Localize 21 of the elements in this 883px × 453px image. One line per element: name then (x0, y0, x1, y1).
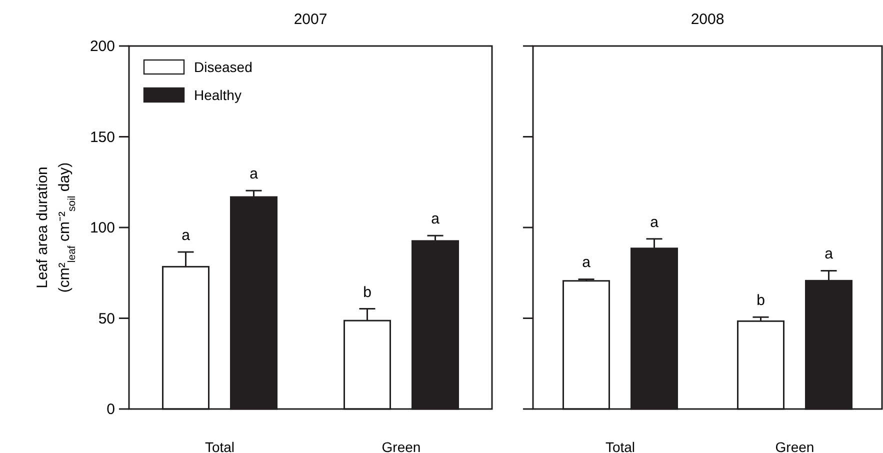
y-tick-label: 150 (90, 128, 115, 146)
legend-label: Diseased (194, 59, 252, 75)
annotation: a (182, 227, 191, 244)
x-tick-label: Total (605, 439, 636, 453)
annotation: b (756, 292, 765, 310)
x-tick-label: Green (382, 439, 421, 453)
x-tick-label: Total (204, 439, 235, 453)
y-tick-label: 0 (106, 401, 115, 418)
annotation: a (431, 210, 440, 228)
legend-label: Healthy (194, 87, 242, 103)
annotation: a (824, 246, 834, 263)
annotation: a (582, 254, 592, 272)
y-tick-label: 50 (98, 310, 115, 328)
x-tick-label: Green (775, 439, 814, 453)
y-tick-label: 200 (90, 38, 115, 55)
annotation: a (650, 214, 660, 231)
y-tick-label: 100 (90, 220, 115, 236)
annotation: b (363, 284, 372, 301)
annotation: a (250, 166, 259, 183)
chart-title: 2007 (294, 11, 328, 28)
chart-title: 2008 (690, 11, 724, 28)
